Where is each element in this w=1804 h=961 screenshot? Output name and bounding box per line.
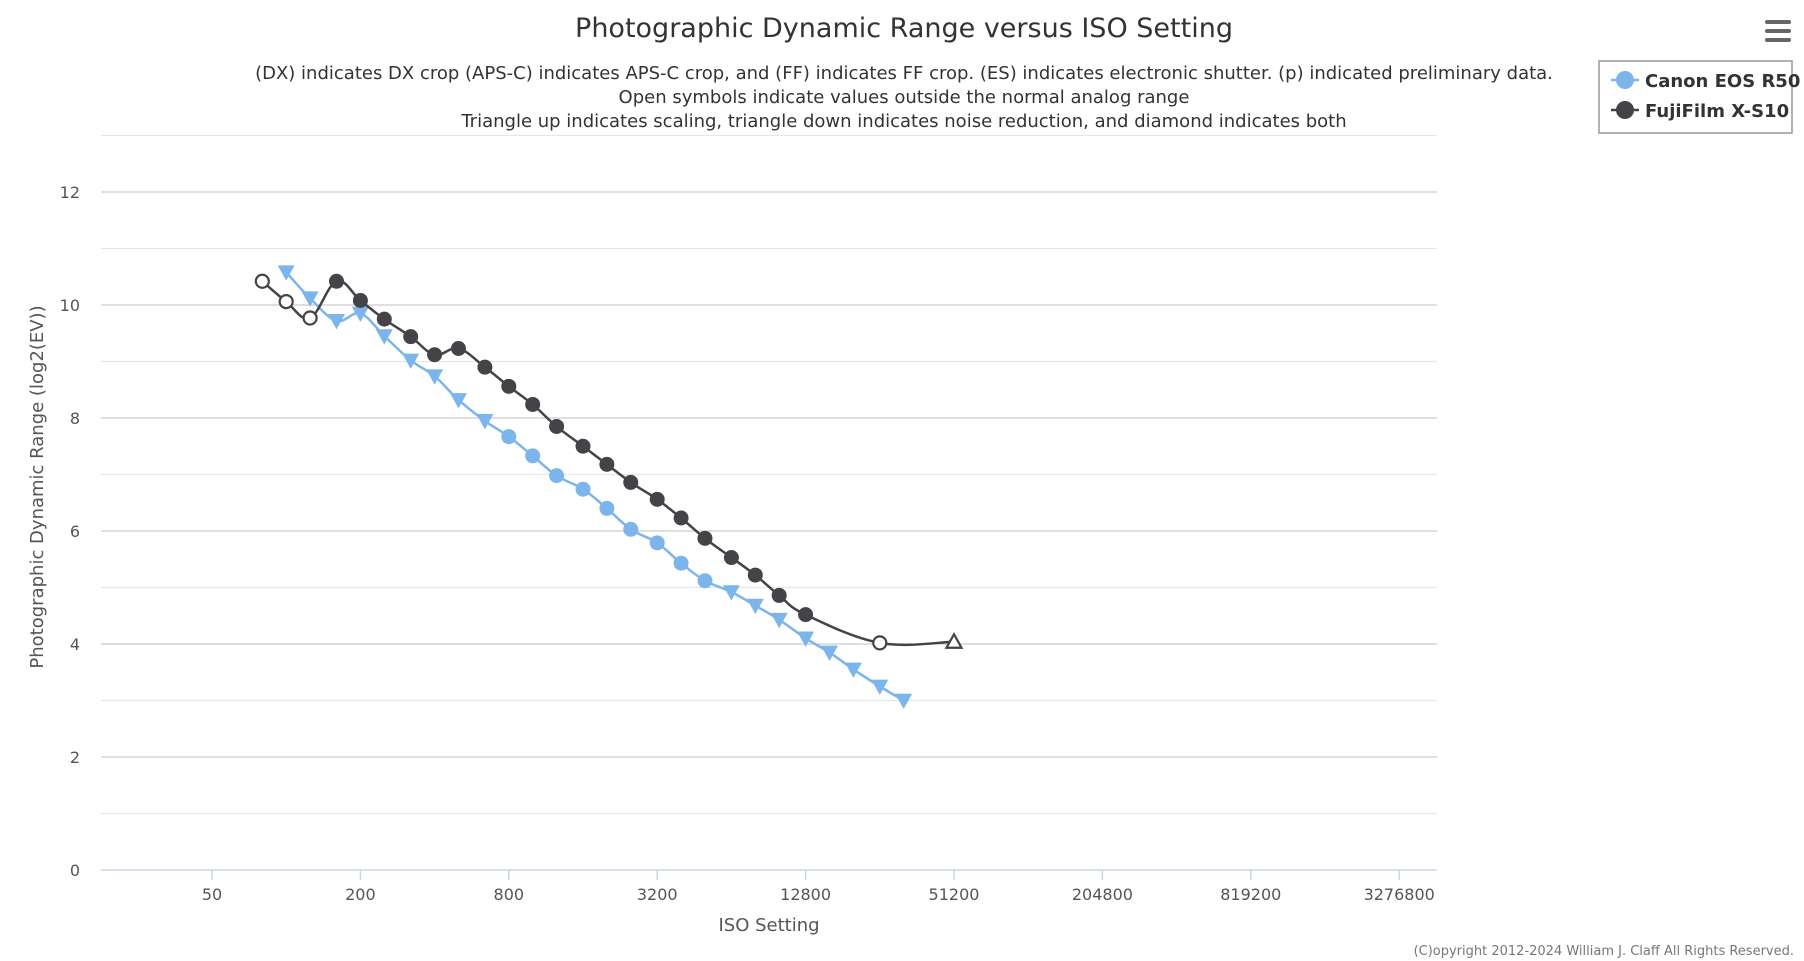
y-tick-label: 6 [70,522,80,541]
data-point-circle[interactable] [723,550,739,566]
x-tick-label: 3200 [637,885,678,904]
data-point-circle[interactable] [403,329,419,345]
data-point-circle[interactable] [697,573,713,589]
x-tick-label: 3276800 [1364,885,1435,904]
chart-menu-button[interactable] [1762,16,1794,48]
data-point-circle[interactable] [549,418,565,434]
data-point-triangle-down[interactable] [871,679,889,695]
legend-label: Canon EOS R50 [1645,71,1800,92]
chart-subtitle-line-2: Open symbols indicate values outside the… [619,87,1190,108]
data-point-triangle-down[interactable] [426,369,444,385]
data-point-circle[interactable] [623,521,639,537]
x-tick-label: 12800 [780,885,831,904]
series-canon-eos-r50 [277,265,913,709]
data-point-circle[interactable] [376,311,392,327]
x-axis-title: ISO Setting [718,915,819,936]
axes: 0 2 4 6 8 10 12 50 200 800 3200 12800 51200 204800 819… [60,183,1437,904]
data-point-circle[interactable] [427,347,443,363]
data-point-circle[interactable] [525,448,541,464]
legend-label: FujiFilm X-S10 [1645,101,1789,122]
data-point-circle[interactable] [649,491,665,507]
legend-item-fujifilm-x-s10[interactable]: FujiFilm X-S10 [1611,101,1789,122]
data-point-circle[interactable] [575,481,591,497]
data-point-open-circle[interactable] [254,273,270,289]
data-point-circle[interactable] [771,587,787,603]
data-point-circle[interactable] [329,273,345,289]
data-point-circle[interactable] [697,530,713,546]
data-point-triangle-down[interactable] [402,353,420,369]
data-point-circle[interactable] [673,555,689,571]
y-axis-title: Photographic Dynamic Range (log2(EV)) [27,305,48,668]
x-tick-label: 50 [202,885,222,904]
legend: Canon EOS R50 FujiFilm X-S10 [1598,60,1800,134]
data-point-triangle-down[interactable] [844,662,862,678]
data-point-triangle-down[interactable] [895,693,913,709]
data-point-triangle-down[interactable] [328,314,346,330]
data-point-triangle-down[interactable] [797,631,815,647]
y-tick-label: 12 [60,183,80,202]
chart-title: Photographic Dynamic Range versus ISO Se… [575,13,1233,44]
data-point-triangle-down[interactable] [722,585,740,601]
data-point-circle[interactable] [450,341,466,357]
data-point-triangle-down[interactable] [449,393,467,409]
data-point-triangle-down[interactable] [351,306,369,322]
chart-subtitle-line-3: Triangle up indicates scaling, triangle … [460,111,1346,132]
data-point-open-triangle-up[interactable] [944,631,964,649]
data-point-triangle-down[interactable] [820,645,838,661]
data-point-triangle-down[interactable] [301,291,319,307]
data-point-circle[interactable] [575,438,591,454]
data-point-circle[interactable] [501,378,517,394]
y-tick-label: 8 [70,409,80,428]
data-point-circle[interactable] [549,468,565,484]
data-point-circle[interactable] [352,292,368,308]
data-point-circle[interactable] [747,567,763,583]
y-tick-label: 2 [70,748,80,767]
hamburger-menu-icon [1765,20,1791,42]
data-point-open-circle[interactable] [278,294,294,310]
legend-item-canon-eos-r50[interactable]: Canon EOS R50 [1611,71,1800,92]
data-point-triangle-down[interactable] [375,329,393,345]
data-point-circle[interactable] [673,510,689,526]
x-tick-label: 200 [345,885,376,904]
y-tick-label: 4 [70,635,80,654]
legend-circle-marker [1616,71,1634,89]
data-point-circle[interactable] [501,429,517,445]
x-tick-label: 204800 [1072,885,1133,904]
legend-box [1598,60,1793,134]
data-point-circle[interactable] [477,359,493,375]
copyright-credit: (C)opyright 2012-2024 William J. Claff A… [1414,944,1794,959]
x-tick-label: 51200 [929,885,980,904]
series-layer [254,265,964,709]
data-point-triangle-down[interactable] [746,598,764,615]
data-point-open-circle[interactable] [872,635,888,651]
data-point-triangle-down[interactable] [476,414,494,430]
series-fujifilm-x-s10 [254,273,964,651]
data-point-open-circle[interactable] [302,310,318,326]
data-point-triangle-down[interactable] [770,612,788,629]
data-point-circle[interactable] [623,474,639,490]
data-point-circle[interactable] [599,456,615,472]
data-point-circle[interactable] [525,396,541,412]
data-point-circle[interactable] [798,607,814,623]
grid [101,134,1437,815]
data-point-triangle-down[interactable] [277,265,295,281]
chart-subtitle-line-1: (DX) indicates DX crop (APS-C) indicates… [255,63,1553,84]
legend-circle-marker [1616,101,1634,119]
x-tick-label: 800 [494,885,525,904]
y-tick-label: 10 [60,296,80,315]
data-point-circle[interactable] [649,535,665,551]
x-tick-label: 819200 [1220,885,1281,904]
y-tick-label: 0 [70,861,80,880]
data-point-circle[interactable] [599,500,615,516]
